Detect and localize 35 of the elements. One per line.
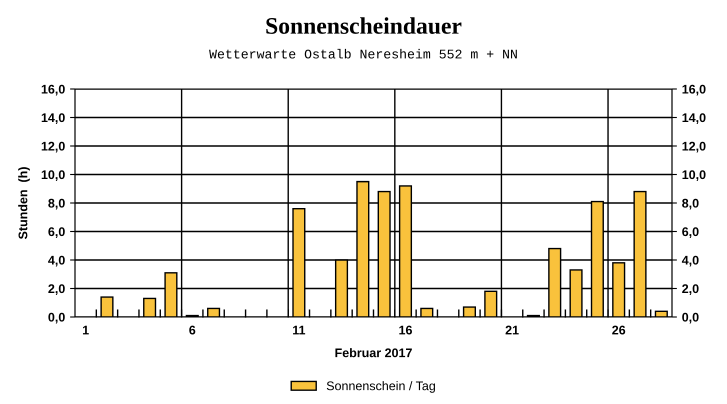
bar bbox=[420, 308, 434, 317]
y-tick-label: 12,0 bbox=[42, 142, 65, 152]
bar bbox=[462, 306, 476, 317]
y2-tick-label: 16,0 bbox=[682, 84, 706, 96]
y-tick-label: 2,0 bbox=[48, 284, 65, 295]
y-tick-label: 6,0 bbox=[48, 227, 65, 238]
y2-tick-label: 8,0 bbox=[682, 198, 699, 210]
y2-tick-label: 12,0 bbox=[682, 142, 706, 152]
y2-tick-label: 4,0 bbox=[682, 256, 699, 266]
y-tick-label: 16,0 bbox=[42, 84, 65, 96]
x-tick-label: 16 bbox=[399, 326, 412, 335]
y-tick-label: 0,0 bbox=[48, 312, 65, 324]
y2-tick-label: 14,0 bbox=[682, 113, 706, 124]
x-tick-label: 21 bbox=[506, 326, 519, 334]
y2-tick-label: 2,0 bbox=[682, 284, 699, 295]
x-tick-label: 1 bbox=[82, 326, 89, 334]
legend-label: Sonnenschein / Tag bbox=[326, 381, 435, 393]
x-tick-label: 11 bbox=[293, 326, 306, 334]
y2-tick-label: 6,0 bbox=[682, 227, 699, 238]
y-tick-label: 8,0 bbox=[48, 198, 65, 210]
bar bbox=[654, 310, 668, 317]
chart-subtitle: Wetterwarte Ostalb Neresheim 552 m + NN bbox=[209, 48, 517, 59]
x-tick-label: 26 bbox=[612, 326, 626, 335]
x-tick-label: 6 bbox=[189, 326, 196, 335]
y-axis-title: Stunden (h) bbox=[18, 167, 30, 240]
y2-tick-label: 0,0 bbox=[682, 312, 699, 324]
chart-title: Sonnenscheindauer bbox=[266, 17, 462, 34]
bar bbox=[100, 296, 114, 317]
bar bbox=[207, 308, 220, 317]
y2-tick-label: 10,0 bbox=[682, 170, 706, 181]
y-tick-label: 14,0 bbox=[42, 113, 65, 124]
y-tick-label: 10,0 bbox=[42, 170, 65, 181]
bar bbox=[143, 298, 156, 317]
y-tick-label: 4,0 bbox=[48, 256, 65, 266]
x-axis-title: Februar 2017 bbox=[335, 348, 412, 358]
